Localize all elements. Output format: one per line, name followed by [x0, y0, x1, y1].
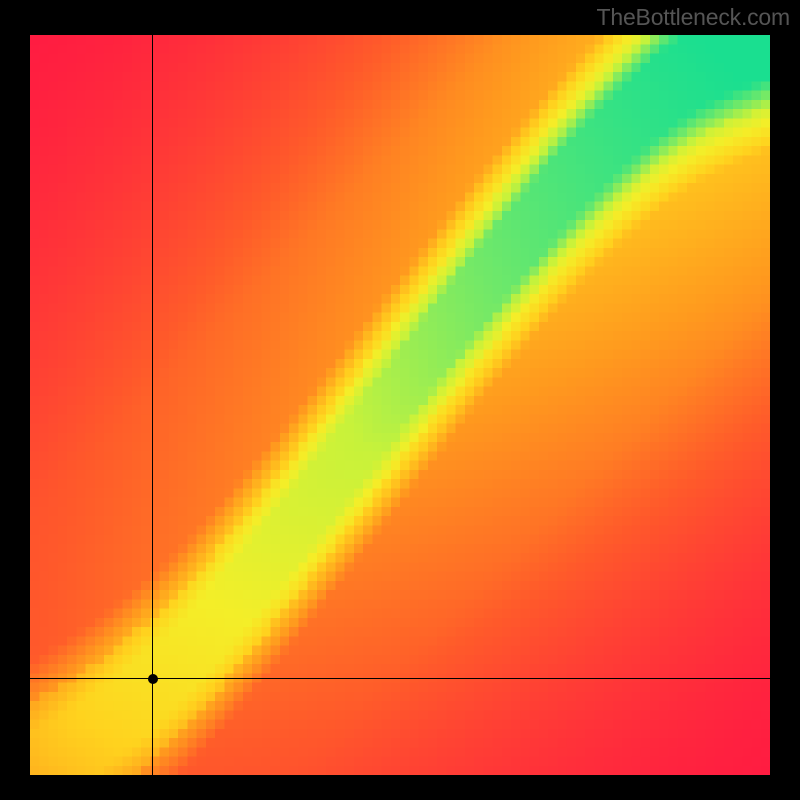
crosshair-horizontal [30, 678, 770, 679]
attribution-label: TheBottleneck.com [587, 0, 800, 37]
crosshair-marker [148, 674, 158, 684]
figure-container: TheBottleneck.com [0, 0, 800, 800]
crosshair-vertical [152, 35, 153, 775]
heatmap-plot [30, 35, 770, 775]
heatmap-canvas [30, 35, 770, 775]
